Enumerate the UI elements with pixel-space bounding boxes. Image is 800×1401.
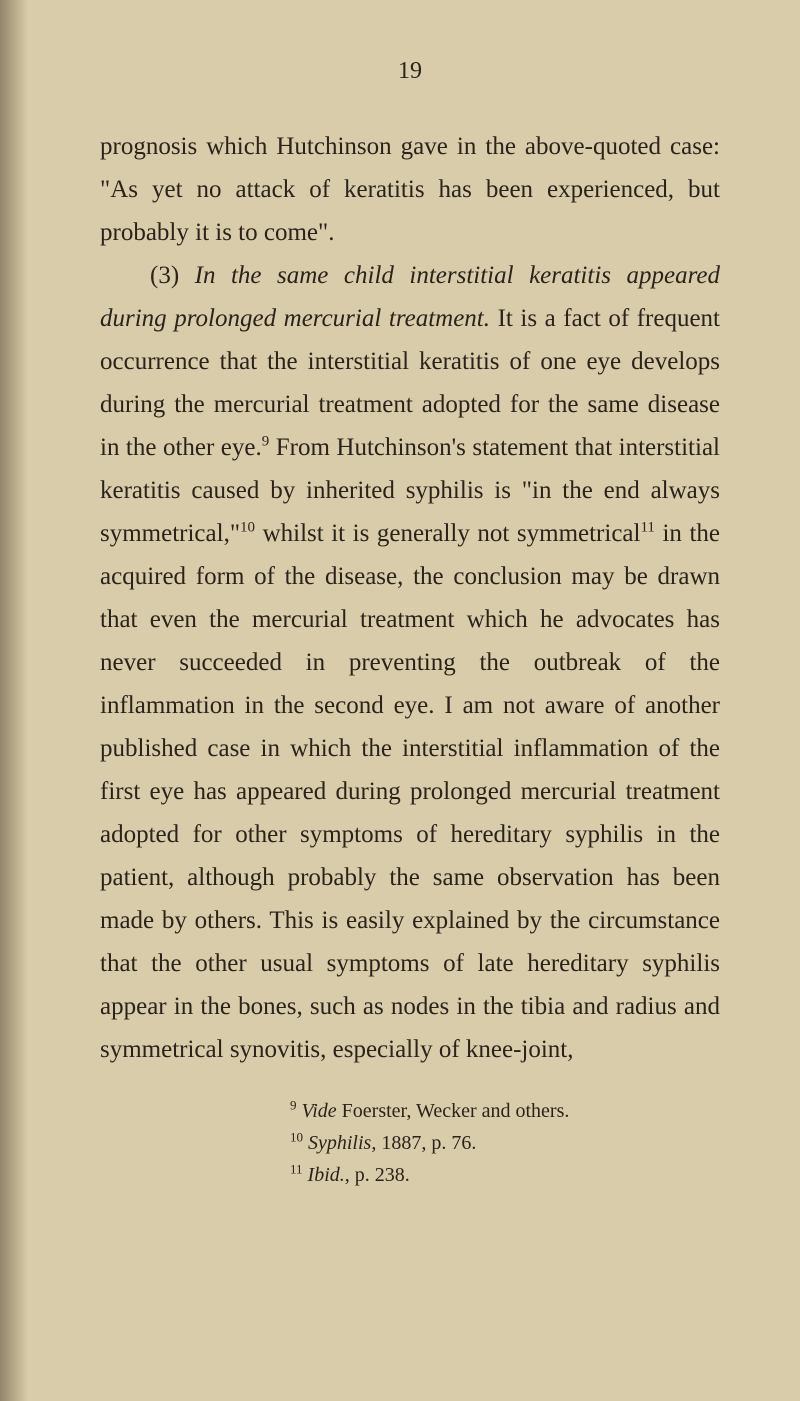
footnotes-block: 9 Vide Foerster, Wecker and others. 10 S… — [290, 1095, 720, 1191]
page-shadow-left — [0, 0, 28, 1401]
footnote-9: 9 Vide Foerster, Wecker and others. — [290, 1095, 720, 1127]
paragraph-1: prognosis which Hutchinson gave in the a… — [100, 133, 720, 246]
footnote-10: 10 Syphilis, 1887, p. 76. — [290, 1127, 720, 1159]
footnote-11: 11 Ibid., p. 238. — [290, 1159, 720, 1191]
page-number: 19 — [100, 58, 720, 85]
paragraph-2: (3) In the same child interstitial kerat… — [100, 254, 720, 1071]
body-text-block: prognosis which Hutchinson gave in the a… — [100, 125, 720, 1071]
scanned-page: 19 prognosis which Hutchinson gave in th… — [0, 0, 800, 1401]
